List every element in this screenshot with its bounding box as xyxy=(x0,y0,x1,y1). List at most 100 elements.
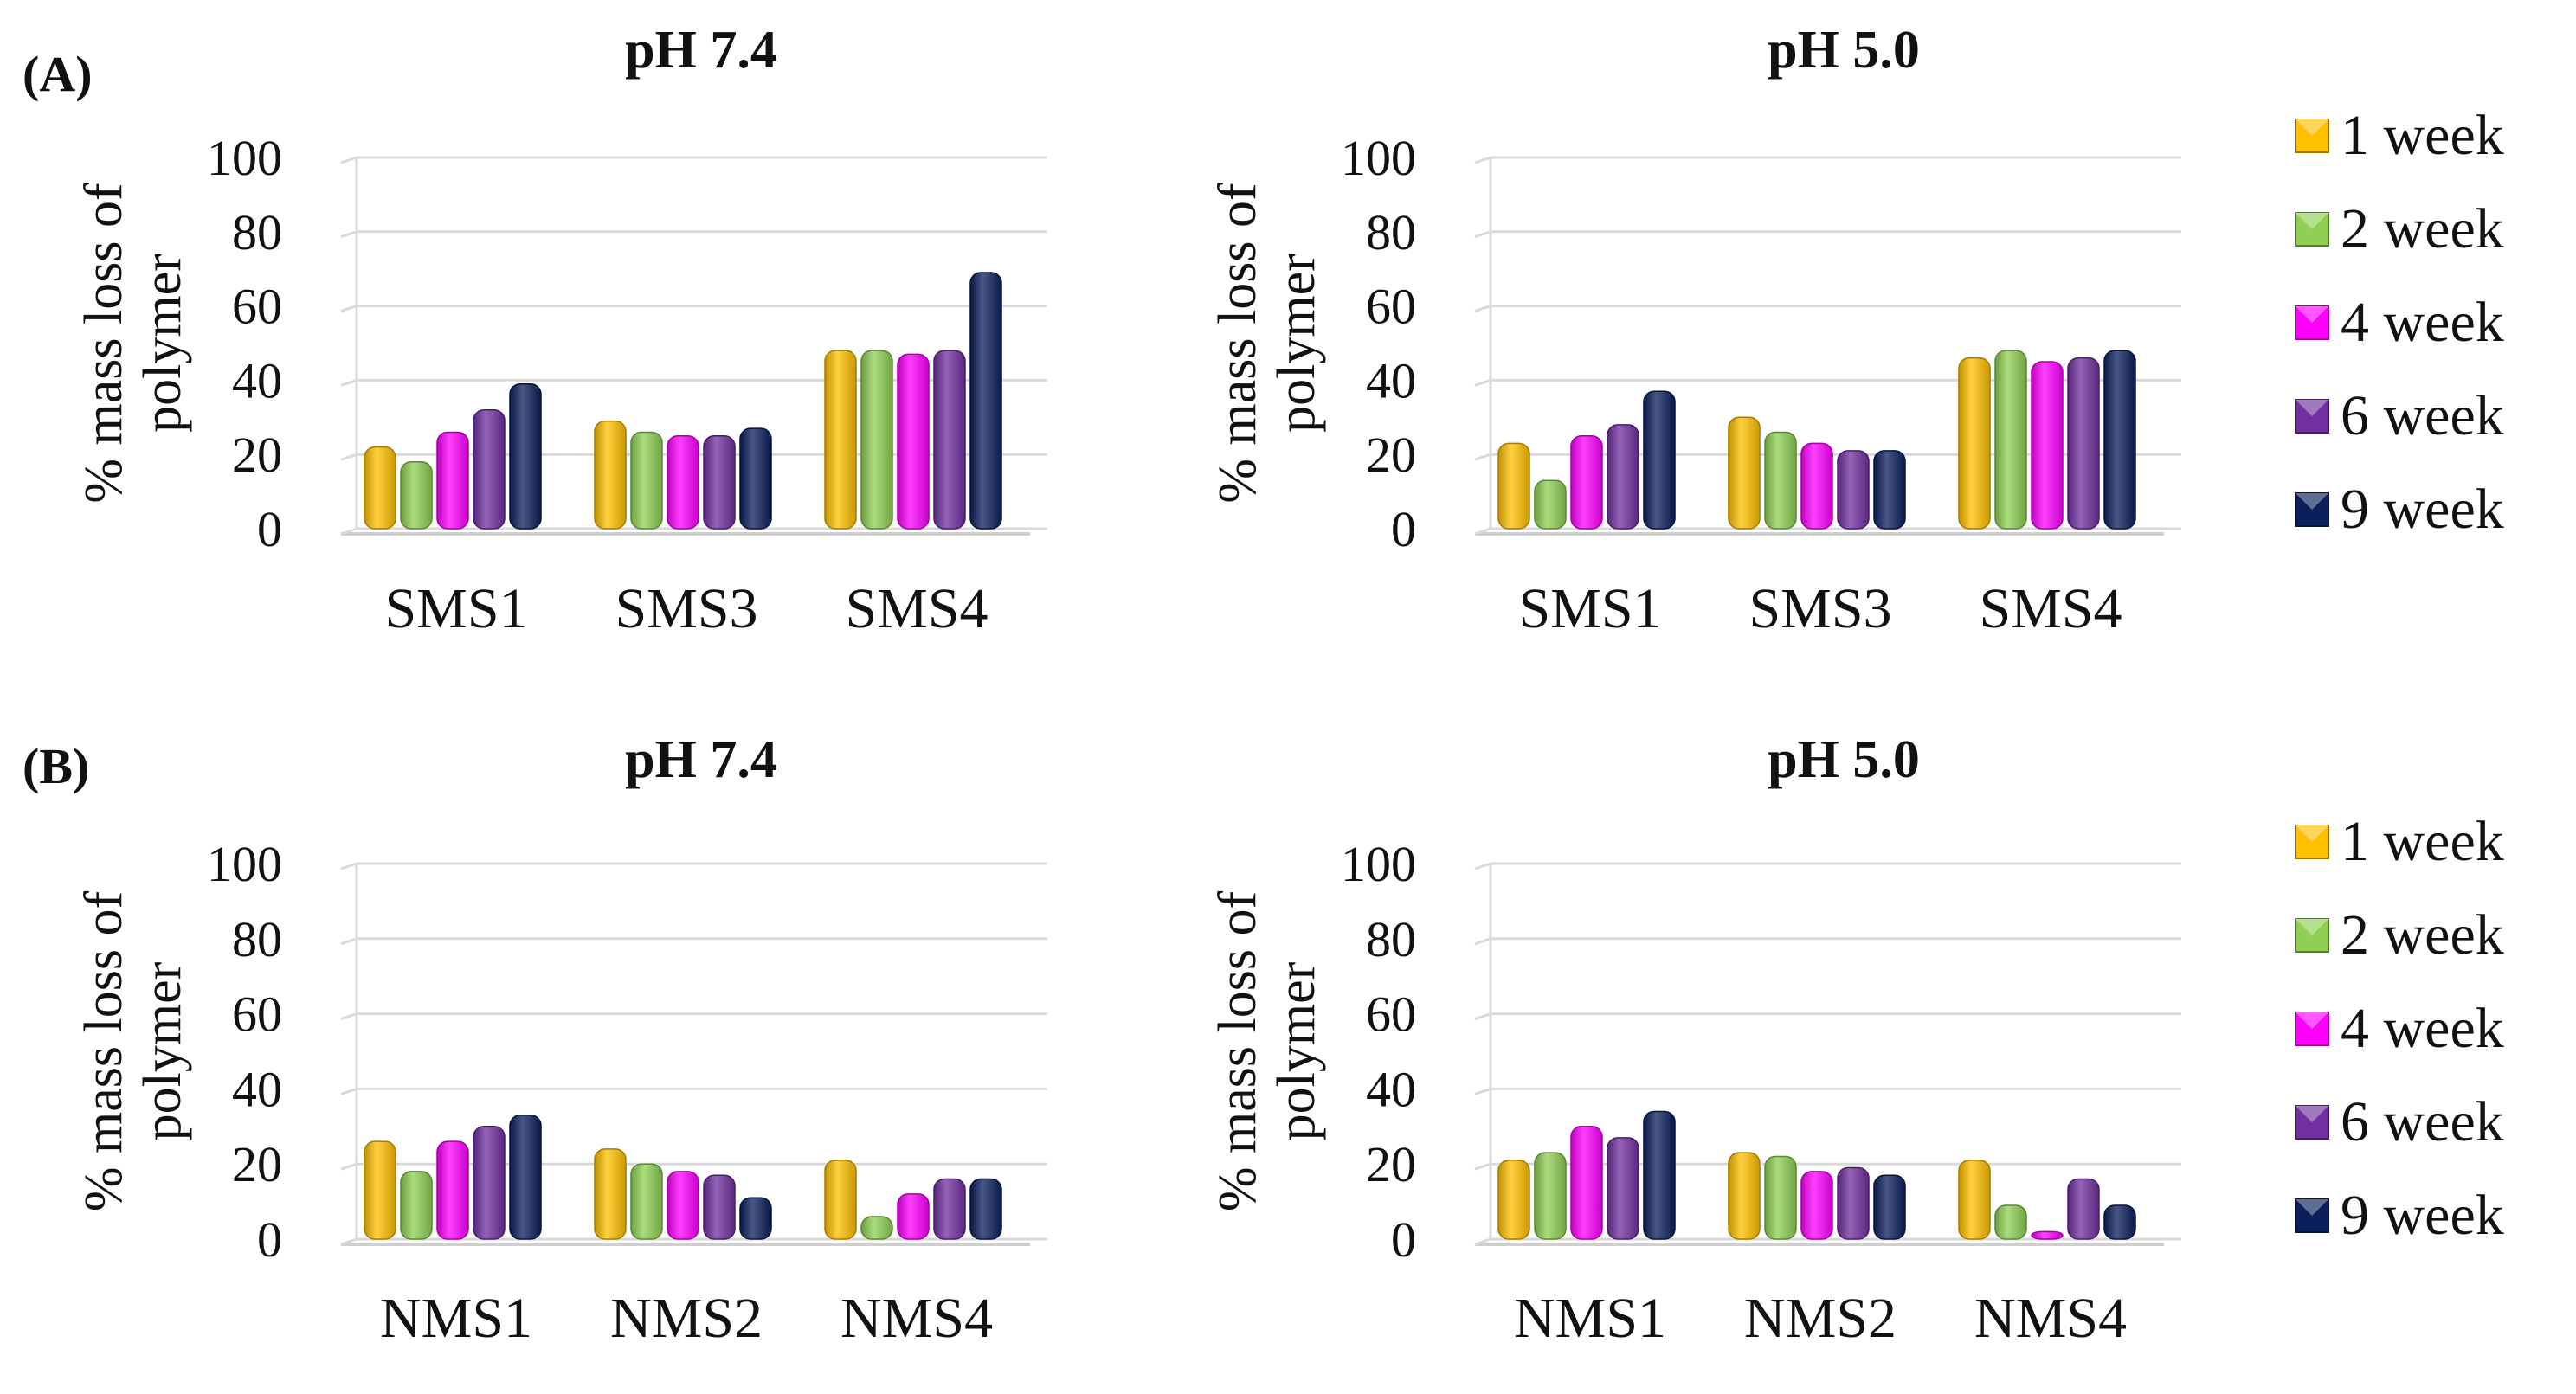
bar-nms1-4-week xyxy=(436,1140,469,1240)
bar-nms2-4-week xyxy=(667,1171,699,1240)
bar-nms2-6-week xyxy=(1837,1166,1870,1240)
bar-sms3-2-week xyxy=(1764,431,1797,530)
y-tick-label: 40 xyxy=(1366,1061,1416,1117)
gridline-depth xyxy=(340,862,357,870)
bar-sms1-4-week xyxy=(436,431,469,530)
category-label: NMS4 xyxy=(840,1287,993,1350)
y-tick-label: 20 xyxy=(1366,427,1416,483)
bar-sms1-4-week xyxy=(1570,435,1603,530)
bar-sms1-1-week xyxy=(1497,442,1530,530)
y-tick-label: 40 xyxy=(232,352,282,408)
legend-swatch-bevel xyxy=(2296,1199,2328,1216)
gridline-depth xyxy=(340,1162,357,1171)
bar-nms2-1-week xyxy=(1728,1152,1761,1240)
bar-nms4-1-week xyxy=(1958,1160,1991,1240)
gridline-depth xyxy=(340,230,357,239)
category-label: NMS1 xyxy=(1514,1287,1666,1350)
gridline-depth xyxy=(1474,230,1491,239)
bar-sms4-4-week xyxy=(2031,361,2064,530)
bar-sms4-9-week xyxy=(969,272,1002,530)
bar-nms4-1-week xyxy=(824,1160,857,1240)
chart-title: pH 7.4 xyxy=(625,21,777,80)
bar-nms4-6-week xyxy=(2067,1178,2100,1240)
legend-label: 9 week xyxy=(2341,1184,2504,1247)
category-label: SMS3 xyxy=(1748,577,1891,640)
bar-nms2-4-week xyxy=(1800,1171,1833,1240)
bar-nms2-2-week xyxy=(1764,1155,1797,1240)
category-label: SMS1 xyxy=(384,577,527,640)
bar-sms3-1-week xyxy=(1728,416,1761,530)
gridline-depth xyxy=(340,1087,357,1095)
y-tick-label: 40 xyxy=(232,1061,282,1117)
y-axis-label: polymer xyxy=(133,961,192,1140)
bar-sms4-6-week xyxy=(2067,357,2100,530)
bar-nms1-2-week xyxy=(1534,1152,1567,1240)
legend-label: 6 week xyxy=(2341,384,2504,447)
bar-nms2-9-week xyxy=(1873,1174,1906,1240)
legend-label: 4 week xyxy=(2341,291,2504,354)
category-label: SMS1 xyxy=(1518,577,1661,640)
bar-nms4-9-week xyxy=(969,1178,1002,1240)
y-axis-label: polymer xyxy=(1267,961,1326,1140)
bar-nms1-6-week xyxy=(1607,1137,1639,1240)
y-tick-label: 0 xyxy=(257,1211,282,1268)
y-tick-label: 60 xyxy=(232,279,282,335)
y-tick-label: 0 xyxy=(257,501,282,557)
bar-sms3-2-week xyxy=(630,431,663,530)
bar-nms1-6-week xyxy=(473,1126,506,1240)
gridline-depth xyxy=(1474,937,1491,946)
chart-title: pH 5.0 xyxy=(1768,21,1920,80)
panel-label-b: (B) xyxy=(23,738,89,794)
bar-sms1-6-week xyxy=(1607,424,1639,530)
bar-nms4-4-week xyxy=(2031,1230,2064,1240)
legend-swatch-bevel xyxy=(2296,306,2328,323)
y-tick-label: 80 xyxy=(1366,911,1416,967)
legend-swatch-bevel xyxy=(2296,400,2328,416)
bar-nms2-2-week xyxy=(630,1163,663,1240)
bar-sms4-9-week xyxy=(2103,350,2136,530)
bar-sms3-9-week xyxy=(739,427,772,530)
y-tick-label: 60 xyxy=(1366,279,1416,335)
legend-swatch-bevel xyxy=(2296,119,2328,136)
category-label: NMS2 xyxy=(1744,1287,1897,1350)
y-axis-label: % mass loss of xyxy=(1208,183,1267,504)
bar-sms1-2-week xyxy=(1534,479,1567,530)
gridline-depth xyxy=(1474,156,1491,164)
bar-nms1-4-week xyxy=(1570,1126,1603,1240)
y-tick-label: 20 xyxy=(232,427,282,483)
bar-nms2-1-week xyxy=(594,1148,627,1240)
legend-label: 2 week xyxy=(2341,903,2504,967)
category-label: NMS2 xyxy=(610,1287,763,1350)
legend-swatch-bevel xyxy=(2296,919,2328,935)
y-axis-label: % mass loss of xyxy=(1208,891,1267,1212)
chart-0: pH 7.4 % mass loss of polymer 0 20 40 60 80 100 S… xyxy=(74,21,1047,640)
gridline-depth xyxy=(1474,1162,1491,1171)
bar-sms4-4-week xyxy=(897,353,930,530)
bar-nms4-2-week xyxy=(1994,1204,2027,1240)
bar-nms1-9-week xyxy=(509,1115,542,1240)
legend-label: 9 week xyxy=(2341,478,2504,541)
gridline-depth xyxy=(1474,305,1491,313)
category-label: NMS4 xyxy=(1974,1287,2127,1350)
bar-sms3-6-week xyxy=(1837,450,1870,530)
gridline-depth xyxy=(340,937,357,946)
chart-1: pH 5.0 % mass loss of polymer 0 20 40 60 80 100 S… xyxy=(1208,21,2504,640)
bar-sms3-4-week xyxy=(667,435,699,530)
gridline-depth xyxy=(1474,453,1491,461)
bar-nms4-9-week xyxy=(2103,1204,2136,1240)
chart-title: pH 5.0 xyxy=(1768,730,1920,789)
y-tick-label: 100 xyxy=(1341,130,1416,186)
y-tick-label: 80 xyxy=(232,204,282,260)
y-tick-label: 20 xyxy=(1366,1136,1416,1192)
bar-nms1-1-week xyxy=(1497,1160,1530,1240)
bar-sms1-9-week xyxy=(509,382,542,530)
bar-sms1-6-week xyxy=(473,408,506,530)
bar-sms3-1-week xyxy=(594,420,627,530)
legend-swatch-bevel xyxy=(2296,1012,2328,1029)
gridline-depth xyxy=(1474,1237,1491,1246)
bar-sms4-6-week xyxy=(933,350,966,530)
bar-sms1-1-week xyxy=(364,446,396,530)
bar-nms2-6-week xyxy=(703,1174,736,1240)
gridline-depth xyxy=(340,305,357,313)
